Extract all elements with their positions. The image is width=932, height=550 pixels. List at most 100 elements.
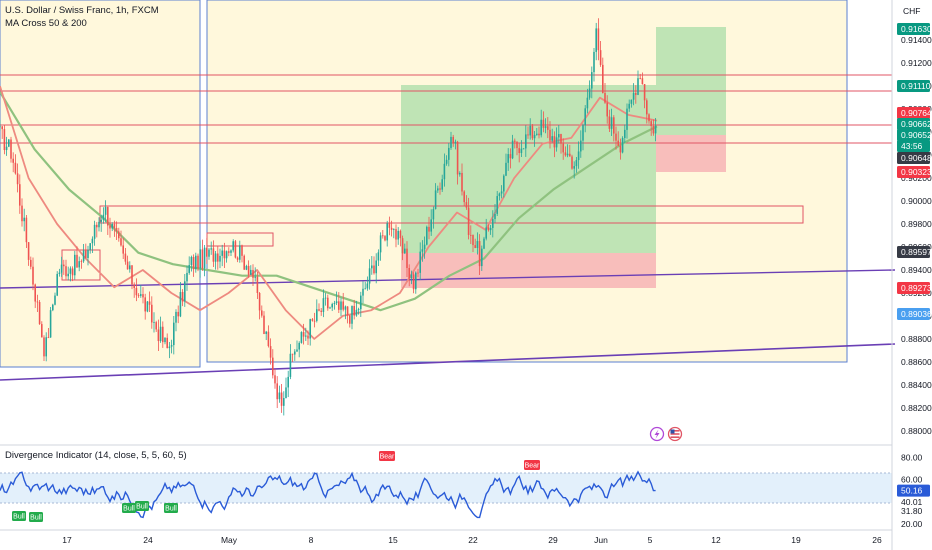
candles <box>0 18 657 416</box>
osc-tag-label: 50.16 <box>901 486 923 496</box>
bull-badge: Bull <box>122 503 136 513</box>
candle <box>571 154 573 170</box>
candle <box>437 185 439 193</box>
candle <box>439 182 441 195</box>
candle <box>23 208 25 232</box>
candle <box>166 333 168 349</box>
candle <box>69 266 72 282</box>
candle <box>441 174 443 192</box>
profit-zone-2[interactable] <box>656 27 726 135</box>
candle <box>168 341 171 359</box>
price-tick-label: 0.88800 <box>901 334 932 344</box>
price-tag-label: 0.89597 <box>901 247 932 257</box>
candle <box>626 103 628 139</box>
candle <box>221 244 223 267</box>
bull-badge-label: Bull <box>165 506 177 513</box>
trend-line-lower[interactable] <box>0 343 896 381</box>
candle <box>63 259 65 275</box>
candle <box>654 117 657 142</box>
candle <box>21 198 23 227</box>
price-tag[interactable]: 0.90648 <box>897 152 932 164</box>
price-tag[interactable]: 0.90652 <box>897 129 932 141</box>
profit-zone[interactable] <box>401 85 656 253</box>
price-tag[interactable]: 0.89597 <box>897 246 932 258</box>
candle <box>298 341 300 358</box>
candle <box>650 119 652 136</box>
candle <box>481 245 483 271</box>
candle <box>225 250 228 263</box>
candle <box>54 292 56 306</box>
candle <box>434 183 437 210</box>
candle <box>648 113 650 124</box>
candle <box>175 309 177 332</box>
candle <box>483 236 485 250</box>
osc-tag-bg <box>897 484 930 497</box>
candle <box>599 40 602 67</box>
price-tick-label: 0.90000 <box>901 196 932 206</box>
price-tags[interactable]: 0.91630 0.91110 0.907640.906620.9065243:56… <box>897 23 932 320</box>
bear-badge-label: Bear <box>380 454 395 461</box>
price-tag[interactable]: 43:56 <box>897 140 930 152</box>
candle <box>45 332 47 362</box>
candle <box>641 72 644 85</box>
time-axis[interactable]: 17 24 May 8 15 22 29 Jun 5 12 19 26 <box>62 535 882 545</box>
candle <box>390 220 393 237</box>
candle <box>478 234 481 276</box>
lightning-icon[interactable] <box>649 426 665 442</box>
price-tag[interactable]: 0.91630 <box>897 23 932 35</box>
candle <box>507 148 509 171</box>
indicator-legend[interactable]: MA Cross 50 & 200 <box>5 18 90 29</box>
time-label: 12 <box>711 535 721 545</box>
candle <box>206 238 208 265</box>
candle <box>324 292 327 306</box>
candle <box>144 293 146 320</box>
ma-200-line <box>0 91 658 312</box>
candle <box>261 305 263 318</box>
candle <box>181 289 184 307</box>
us-flag-icon[interactable] <box>667 426 683 442</box>
price-tag[interactable]: 0.90662 <box>897 118 932 130</box>
price-tag[interactable]: 0.90323 <box>897 166 932 178</box>
box-outline-main[interactable] <box>206 0 848 363</box>
trend-line-upper[interactable] <box>0 269 896 289</box>
price-tag[interactable]: 0.90764 <box>897 107 932 119</box>
symbol-title[interactable]: U.S. Dollar / Swiss Franc, 1h, FXCM <box>5 5 162 16</box>
candle <box>547 117 549 139</box>
candle <box>133 282 135 298</box>
candle <box>344 305 347 320</box>
candle <box>575 157 578 173</box>
candle <box>287 370 289 398</box>
candle <box>652 119 655 136</box>
candle <box>472 234 474 252</box>
loss-zone-2[interactable] <box>656 135 726 172</box>
price-tag[interactable]: 0.89036 <box>897 308 932 320</box>
candle <box>107 206 109 235</box>
price-tag-label: 0.91630 <box>901 24 932 34</box>
candle <box>43 335 45 361</box>
candle <box>122 237 124 260</box>
candle <box>142 287 144 304</box>
oscillator-legend[interactable]: Divergence Indicator (14, close, 5, 5, 6… <box>5 450 190 461</box>
candle <box>419 242 421 280</box>
candle <box>5 136 8 156</box>
candle <box>129 261 131 273</box>
symbol-title-text: U.S. Dollar / Swiss Franc, 1h, FXCM <box>5 5 159 16</box>
candle <box>542 111 545 133</box>
price-tag[interactable]: 0.89273 <box>897 282 932 294</box>
candle <box>591 66 593 99</box>
candle <box>584 105 586 133</box>
candle <box>467 197 470 240</box>
candle <box>278 385 281 403</box>
candle <box>87 245 89 266</box>
candle <box>47 328 50 339</box>
candle <box>619 138 622 160</box>
candle <box>527 126 529 139</box>
box-outline-left[interactable] <box>0 0 201 368</box>
candle <box>41 321 43 338</box>
candle <box>254 267 256 282</box>
loss-zone[interactable] <box>401 253 656 288</box>
price-tag[interactable]: 0.91110 <box>897 80 931 92</box>
